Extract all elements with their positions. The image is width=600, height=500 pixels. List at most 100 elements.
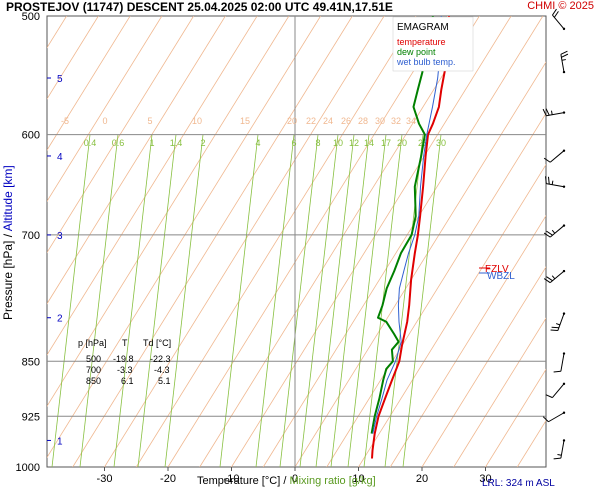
x-tick-label: 10 xyxy=(352,473,364,485)
wind-barb xyxy=(543,224,566,238)
wind-barb xyxy=(542,411,566,423)
altitude-tick-label: 4 xyxy=(57,152,63,163)
mixing-ratio-label: 8 xyxy=(315,138,320,148)
mixing-ratio-line xyxy=(347,134,387,467)
wind-barb-half xyxy=(557,454,562,456)
series-temperature xyxy=(371,16,451,459)
wind-barb-flag xyxy=(543,232,551,238)
legend: EMAGRAM temperature dew point wet bulb t… xyxy=(392,16,474,72)
isotherm-line xyxy=(326,112,546,467)
wind-barb-dot xyxy=(562,411,566,414)
isotherm-line xyxy=(47,16,290,407)
mixing-ratio-line xyxy=(113,134,153,467)
isotherm-label: 24 xyxy=(323,116,333,126)
wind-barb-flag xyxy=(542,108,547,116)
series-wet-bulb-temp- xyxy=(372,16,442,434)
mixing-ratio-label: 0.4 xyxy=(84,138,97,148)
wind-barb-flag xyxy=(545,394,553,399)
levels-table: p [hPa] T Td [°C] 500 -19.8 -22.3 700 -3… xyxy=(78,338,171,386)
wind-barb-staff xyxy=(548,412,565,423)
wind-barb-dot xyxy=(562,70,566,74)
wind-barb-flag xyxy=(553,11,559,18)
wind-barb-flag xyxy=(553,457,561,460)
wind-barb-flag xyxy=(560,50,568,55)
isotherm-label: 22 xyxy=(306,116,316,126)
wind-barb-staff xyxy=(560,440,565,459)
wind-barb-dot xyxy=(562,439,566,442)
isotherm-line xyxy=(199,16,480,467)
mixing-ratio-label: 0.6 xyxy=(112,138,125,148)
altitude-tick-label: 5 xyxy=(57,74,63,85)
x-tick-label: 30 xyxy=(479,473,491,485)
isotherm-line xyxy=(47,16,131,151)
x-tick-label: -20 xyxy=(160,473,176,485)
pressure-tick-label: 1000 xyxy=(16,462,40,474)
mixing-ratio-label: 10 xyxy=(333,138,343,148)
wbzl-label: WBZL xyxy=(487,271,515,282)
wind-barb-dot xyxy=(562,111,566,114)
table-header-t: T xyxy=(122,338,128,348)
mixing-ratio-label: 14 xyxy=(364,138,374,148)
isotherm-line xyxy=(104,16,385,467)
pressure-tick-label: 925 xyxy=(22,411,40,423)
wind-barb-dot xyxy=(562,382,566,386)
wind-barb-flag xyxy=(546,230,553,236)
level-markers: FZLV WBZL xyxy=(479,264,515,282)
wind-barb-flag xyxy=(545,176,547,184)
wind-barb-dot xyxy=(562,352,566,355)
wind-barb-flag xyxy=(550,329,558,332)
wind-barb xyxy=(543,149,566,163)
isotherm-label: 15 xyxy=(240,116,250,126)
mixing-ratio-line xyxy=(279,134,319,467)
mixing-ratio-label: 6 xyxy=(291,138,296,148)
table-cell-td-500: -22.3 xyxy=(150,354,171,364)
isotherm-label: 20 xyxy=(287,116,297,126)
wind-barb-flag xyxy=(561,53,569,58)
wind-barb xyxy=(560,50,569,74)
pressure-tick-label: 600 xyxy=(22,130,40,142)
mixing-ratio-line xyxy=(299,134,339,467)
wind-barb xyxy=(545,382,566,399)
plot-area xyxy=(46,15,547,468)
temperature-tick-labels: -30 -20 -10 0 10 20 30 xyxy=(97,467,492,485)
wind-barb-dot xyxy=(562,185,566,188)
isotherm-line xyxy=(135,16,417,467)
x-axis-label: Temperature [°C] / Mixing ratio [g/kg] xyxy=(197,475,376,487)
wind-barb xyxy=(543,269,566,284)
wind-barb-staff xyxy=(549,150,565,163)
mixing-ratio-label: 12 xyxy=(349,138,359,148)
isotherm-label: -5 xyxy=(61,116,69,126)
isotherm-label: 34 xyxy=(406,116,416,126)
isotherm-line xyxy=(47,16,99,100)
wind-barb-flag xyxy=(543,157,551,163)
isotherm-line xyxy=(72,16,353,467)
pressure-tick-labels: 500 600 700 850 925 1000 xyxy=(16,11,40,474)
isotherm-line xyxy=(167,16,448,467)
mixing-ratio-label: 1 xyxy=(149,138,154,148)
isobar-lines xyxy=(47,134,546,417)
wind-barb-dot xyxy=(562,149,566,152)
isotherm-line xyxy=(389,215,546,467)
mixing-ratio-label: 17 xyxy=(381,138,391,148)
mixing-ratio-label: 4 xyxy=(255,138,260,148)
mixing-ratio-label: 1.4 xyxy=(170,138,183,148)
wind-barb-flag xyxy=(552,8,557,16)
lrl-text: LRL: 324 m ASL xyxy=(482,478,555,489)
wind-barb xyxy=(553,352,566,373)
wind-barb-staff xyxy=(560,353,565,372)
chart-title: PROSTEJOV (11747) DESCENT 25.04.2025 02:… xyxy=(6,0,393,14)
isotherm-line xyxy=(581,16,600,467)
altitude-tick-label: 1 xyxy=(57,436,63,447)
isotherm-line xyxy=(47,16,194,254)
isotherm-label: 0 xyxy=(102,116,107,126)
wind-barb-dot xyxy=(562,27,566,31)
mixing-ratio-label: 20 xyxy=(397,138,407,148)
wind-barb-flag xyxy=(543,278,551,284)
temperature-axis-label: Temperature [°C] xyxy=(197,475,280,487)
isotherm-label: 26 xyxy=(341,116,351,126)
isotherm-labels: -5 0 5 10 15 20 22 24 26 28 30 32 34 xyxy=(61,116,416,126)
wind-barb xyxy=(552,8,566,31)
isotherm-label: 32 xyxy=(391,116,401,126)
pressure-tick-label: 700 xyxy=(22,230,40,242)
